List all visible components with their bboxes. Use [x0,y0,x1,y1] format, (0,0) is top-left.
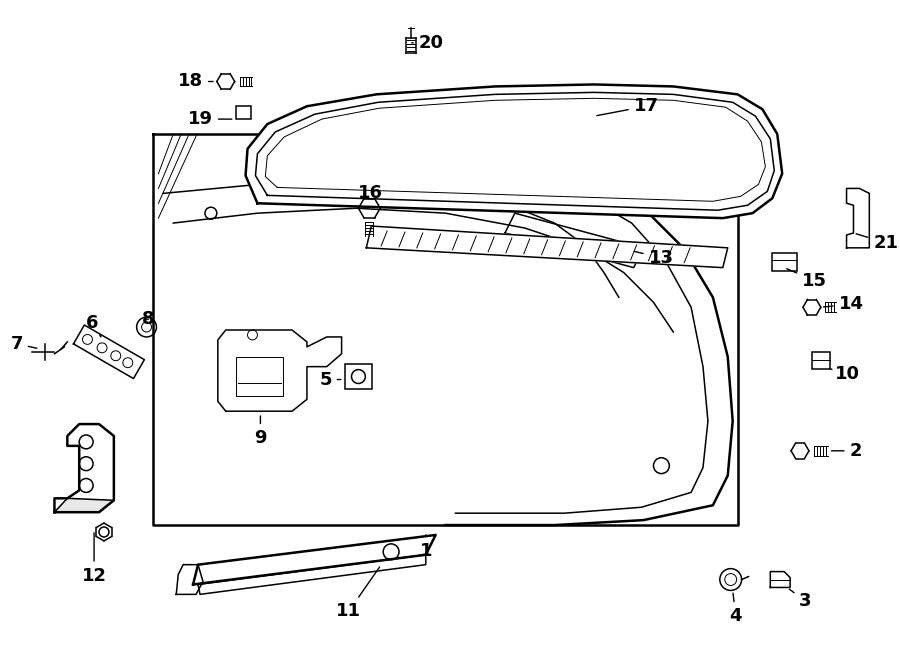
Text: 20: 20 [411,34,444,52]
Text: 21: 21 [856,234,898,252]
Text: 14: 14 [824,295,864,313]
Polygon shape [770,571,790,587]
Polygon shape [246,85,782,218]
Polygon shape [847,189,869,248]
Text: 19: 19 [188,110,232,128]
Text: 13: 13 [634,249,673,267]
Bar [236,106,250,119]
Text: 12: 12 [82,533,106,585]
Text: 1: 1 [419,535,432,560]
Text: 2: 2 [832,442,862,460]
Text: 6: 6 [86,314,101,337]
Text: 18: 18 [178,73,213,91]
Bar [812,352,830,369]
Bar [345,363,373,389]
Polygon shape [194,535,436,585]
Text: 11: 11 [337,567,380,620]
Text: 17: 17 [597,97,659,116]
Polygon shape [55,424,114,512]
Text: 5: 5 [320,371,341,389]
Polygon shape [55,498,114,512]
Polygon shape [176,565,203,594]
Polygon shape [366,226,728,267]
Text: 10: 10 [830,365,860,383]
Polygon shape [74,325,144,379]
Bar [236,357,284,397]
Text: 4: 4 [729,593,742,625]
Polygon shape [218,330,342,411]
Text: 9: 9 [254,416,266,447]
Text: 7: 7 [10,335,37,353]
Text: 8: 8 [142,310,155,328]
Bar [772,253,797,271]
Text: 16: 16 [358,185,383,209]
Text: 15: 15 [787,269,827,289]
Text: 3: 3 [789,589,812,610]
